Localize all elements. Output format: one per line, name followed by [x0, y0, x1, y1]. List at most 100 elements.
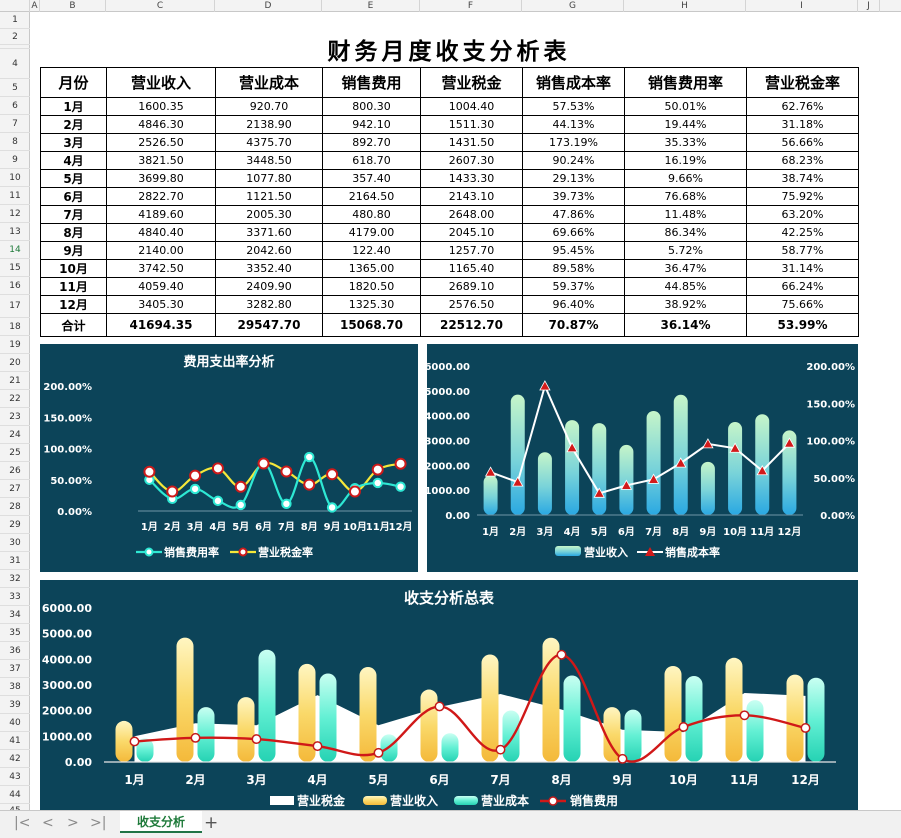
value-cell[interactable]: 86.34%: [624, 223, 747, 242]
row-header-29[interactable]: 29: [0, 516, 30, 534]
row-header-17[interactable]: 17: [0, 295, 30, 318]
value-cell[interactable]: 1257.70: [420, 241, 523, 260]
value-cell[interactable]: 4059.40: [106, 277, 216, 296]
value-cell[interactable]: 63.20%: [746, 205, 859, 224]
value-cell[interactable]: 3699.80: [106, 169, 216, 188]
value-cell[interactable]: 4189.60: [106, 205, 216, 224]
value-cell[interactable]: 31.18%: [746, 115, 859, 134]
value-cell[interactable]: 95.45%: [522, 241, 625, 260]
first-sheet-nav-icon[interactable]: |<: [14, 815, 31, 831]
value-cell[interactable]: 1165.40: [420, 259, 523, 278]
month-cell[interactable]: 4月: [40, 151, 107, 170]
select-all-corner[interactable]: [0, 0, 30, 12]
value-cell[interactable]: 39.73%: [522, 187, 625, 206]
value-cell[interactable]: 1431.50: [420, 133, 523, 152]
value-cell[interactable]: 618.70: [322, 151, 421, 170]
value-cell[interactable]: 68.23%: [746, 151, 859, 170]
next-sheet-nav-icon[interactable]: >: [67, 815, 79, 831]
value-cell[interactable]: 2164.50: [322, 187, 421, 206]
value-cell[interactable]: 96.40%: [522, 295, 625, 314]
value-cell[interactable]: 1511.30: [420, 115, 523, 134]
value-cell[interactable]: 42.25%: [746, 223, 859, 242]
value-cell[interactable]: 2045.10: [420, 223, 523, 242]
value-cell[interactable]: 90.24%: [522, 151, 625, 170]
column-header-A[interactable]: A: [30, 0, 40, 12]
value-cell[interactable]: 11.48%: [624, 205, 747, 224]
value-cell[interactable]: 2689.10: [420, 277, 523, 296]
value-cell[interactable]: 800.30: [322, 97, 421, 116]
month-cell[interactable]: 12月: [40, 295, 107, 314]
value-cell[interactable]: 75.66%: [746, 295, 859, 314]
value-cell[interactable]: 35.33%: [624, 133, 747, 152]
row-header-37[interactable]: 37: [0, 660, 30, 678]
value-cell[interactable]: 122.40: [322, 241, 421, 260]
row-header-7[interactable]: 7: [0, 115, 30, 133]
row-header-33[interactable]: 33: [0, 588, 30, 606]
value-cell[interactable]: 57.53%: [522, 97, 625, 116]
last-sheet-nav-icon[interactable]: >|: [90, 815, 107, 831]
total-value-cell[interactable]: 53.99%: [746, 313, 859, 337]
row-header-30[interactable]: 30: [0, 534, 30, 552]
month-cell[interactable]: 5月: [40, 169, 107, 188]
row-header-15[interactable]: 15: [0, 259, 30, 277]
value-cell[interactable]: 59.37%: [522, 277, 625, 296]
row-header-3[interactable]: [0, 45, 30, 49]
row-header-22[interactable]: 22: [0, 390, 30, 408]
chart-panel-revenue-costrate[interactable]: 0.00 1000.00 2000.00 3000.00 4000.00 5000.00 6…: [427, 344, 858, 572]
column-header-G[interactable]: G: [522, 0, 624, 12]
value-cell[interactable]: 3282.80: [215, 295, 323, 314]
value-cell[interactable]: 1365.00: [322, 259, 421, 278]
row-header-31[interactable]: 31: [0, 552, 30, 570]
row-header-25[interactable]: 25: [0, 444, 30, 462]
total-value-cell[interactable]: 70.87%: [522, 313, 625, 337]
value-cell[interactable]: 2822.70: [106, 187, 216, 206]
value-cell[interactable]: 357.40: [322, 169, 421, 188]
row-header-21[interactable]: 21: [0, 372, 30, 390]
row-header-1[interactable]: 1: [0, 12, 30, 29]
row-header-12[interactable]: 12: [0, 205, 30, 223]
row-header-39[interactable]: 39: [0, 696, 30, 714]
value-cell[interactable]: 3742.50: [106, 259, 216, 278]
value-cell[interactable]: 1121.50: [215, 187, 323, 206]
row-header-44[interactable]: 44: [0, 786, 30, 804]
column-header-D[interactable]: D: [215, 0, 322, 12]
row-header-26[interactable]: 26: [0, 462, 30, 480]
column-header-F[interactable]: F: [420, 0, 522, 12]
total-value-cell[interactable]: 41694.35: [106, 313, 216, 337]
row-header-20[interactable]: 20: [0, 354, 30, 372]
value-cell[interactable]: 58.77%: [746, 241, 859, 260]
value-cell[interactable]: 2526.50: [106, 133, 216, 152]
row-header-34[interactable]: 34: [0, 606, 30, 624]
value-cell[interactable]: 16.19%: [624, 151, 747, 170]
month-cell[interactable]: 11月: [40, 277, 107, 296]
row-header-10[interactable]: 10: [0, 169, 30, 187]
month-cell[interactable]: 8月: [40, 223, 107, 242]
value-cell[interactable]: 2138.90: [215, 115, 323, 134]
value-cell[interactable]: 38.92%: [624, 295, 747, 314]
value-cell[interactable]: 1820.50: [322, 277, 421, 296]
value-cell[interactable]: 1433.30: [420, 169, 523, 188]
column-header-E[interactable]: E: [322, 0, 420, 12]
value-cell[interactable]: 9.66%: [624, 169, 747, 188]
value-cell[interactable]: 29.13%: [522, 169, 625, 188]
chart-panel-summary[interactable]: 收支分析总表 0.00 1000.00 2000.00 3000.00 4000.00 50…: [40, 580, 858, 810]
value-cell[interactable]: 892.70: [322, 133, 421, 152]
row-header-36[interactable]: 36: [0, 642, 30, 660]
value-cell[interactable]: 44.13%: [522, 115, 625, 134]
row-header-6[interactable]: 6: [0, 97, 30, 115]
total-value-cell[interactable]: 22512.70: [420, 313, 523, 337]
column-header-I[interactable]: I: [746, 0, 858, 12]
value-cell[interactable]: 2143.10: [420, 187, 523, 206]
value-cell[interactable]: 1077.80: [215, 169, 323, 188]
value-cell[interactable]: 2005.30: [215, 205, 323, 224]
value-cell[interactable]: 50.01%: [624, 97, 747, 116]
row-header-35[interactable]: 35: [0, 624, 30, 642]
value-cell[interactable]: 480.80: [322, 205, 421, 224]
value-cell[interactable]: 3821.50: [106, 151, 216, 170]
value-cell[interactable]: 3405.30: [106, 295, 216, 314]
row-header-43[interactable]: 43: [0, 768, 30, 786]
value-cell[interactable]: 69.66%: [522, 223, 625, 242]
value-cell[interactable]: 19.44%: [624, 115, 747, 134]
row-header-2[interactable]: 2: [0, 29, 30, 45]
value-cell[interactable]: 76.68%: [624, 187, 747, 206]
